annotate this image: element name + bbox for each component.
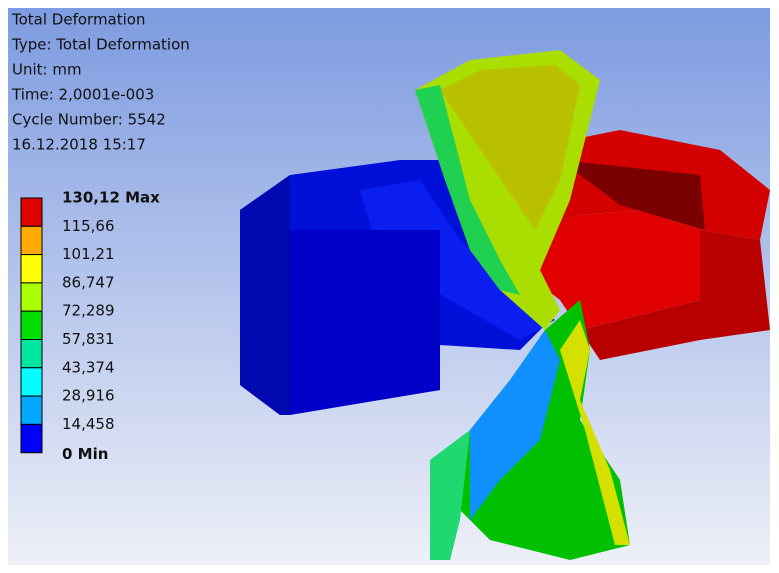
legend-label: 43,374 [62, 358, 115, 376]
result-info: 16.12.2018 15:17 [12, 136, 146, 154]
result-info: Unit: mm [12, 61, 82, 79]
model-twisted-part [415, 50, 630, 560]
legend-label: 101,21 [62, 245, 115, 263]
legend-label: 14,458 [62, 415, 115, 433]
result-title: Total Deformation [11, 11, 145, 29]
legend-label: 115,66 [62, 217, 115, 235]
result-info: Cycle Number: 5542 [12, 111, 166, 129]
result-info: Time: 2,0001e-003 [11, 86, 154, 104]
model-red-part [520, 130, 770, 360]
legend-swatch [20, 254, 43, 284]
legend-swatch [20, 339, 43, 369]
legend-swatch [20, 423, 43, 454]
legend-swatch [20, 225, 43, 256]
result-info: Type: Total Deformation [11, 36, 190, 54]
legend-swatch [20, 395, 43, 425]
legend-label: 0 Min [62, 445, 108, 463]
legend-swatch [20, 282, 43, 312]
legend-swatch [20, 310, 43, 341]
legend-label: 72,289 [62, 302, 115, 320]
legend-label: 28,916 [62, 387, 115, 405]
model-blue-part [240, 160, 560, 415]
legend-label: 130,12 Max [62, 189, 160, 207]
legend-swatch [20, 197, 43, 227]
legend-label: 57,831 [62, 330, 115, 348]
legend-swatch [20, 367, 43, 397]
legend-label: 86,747 [62, 273, 115, 291]
